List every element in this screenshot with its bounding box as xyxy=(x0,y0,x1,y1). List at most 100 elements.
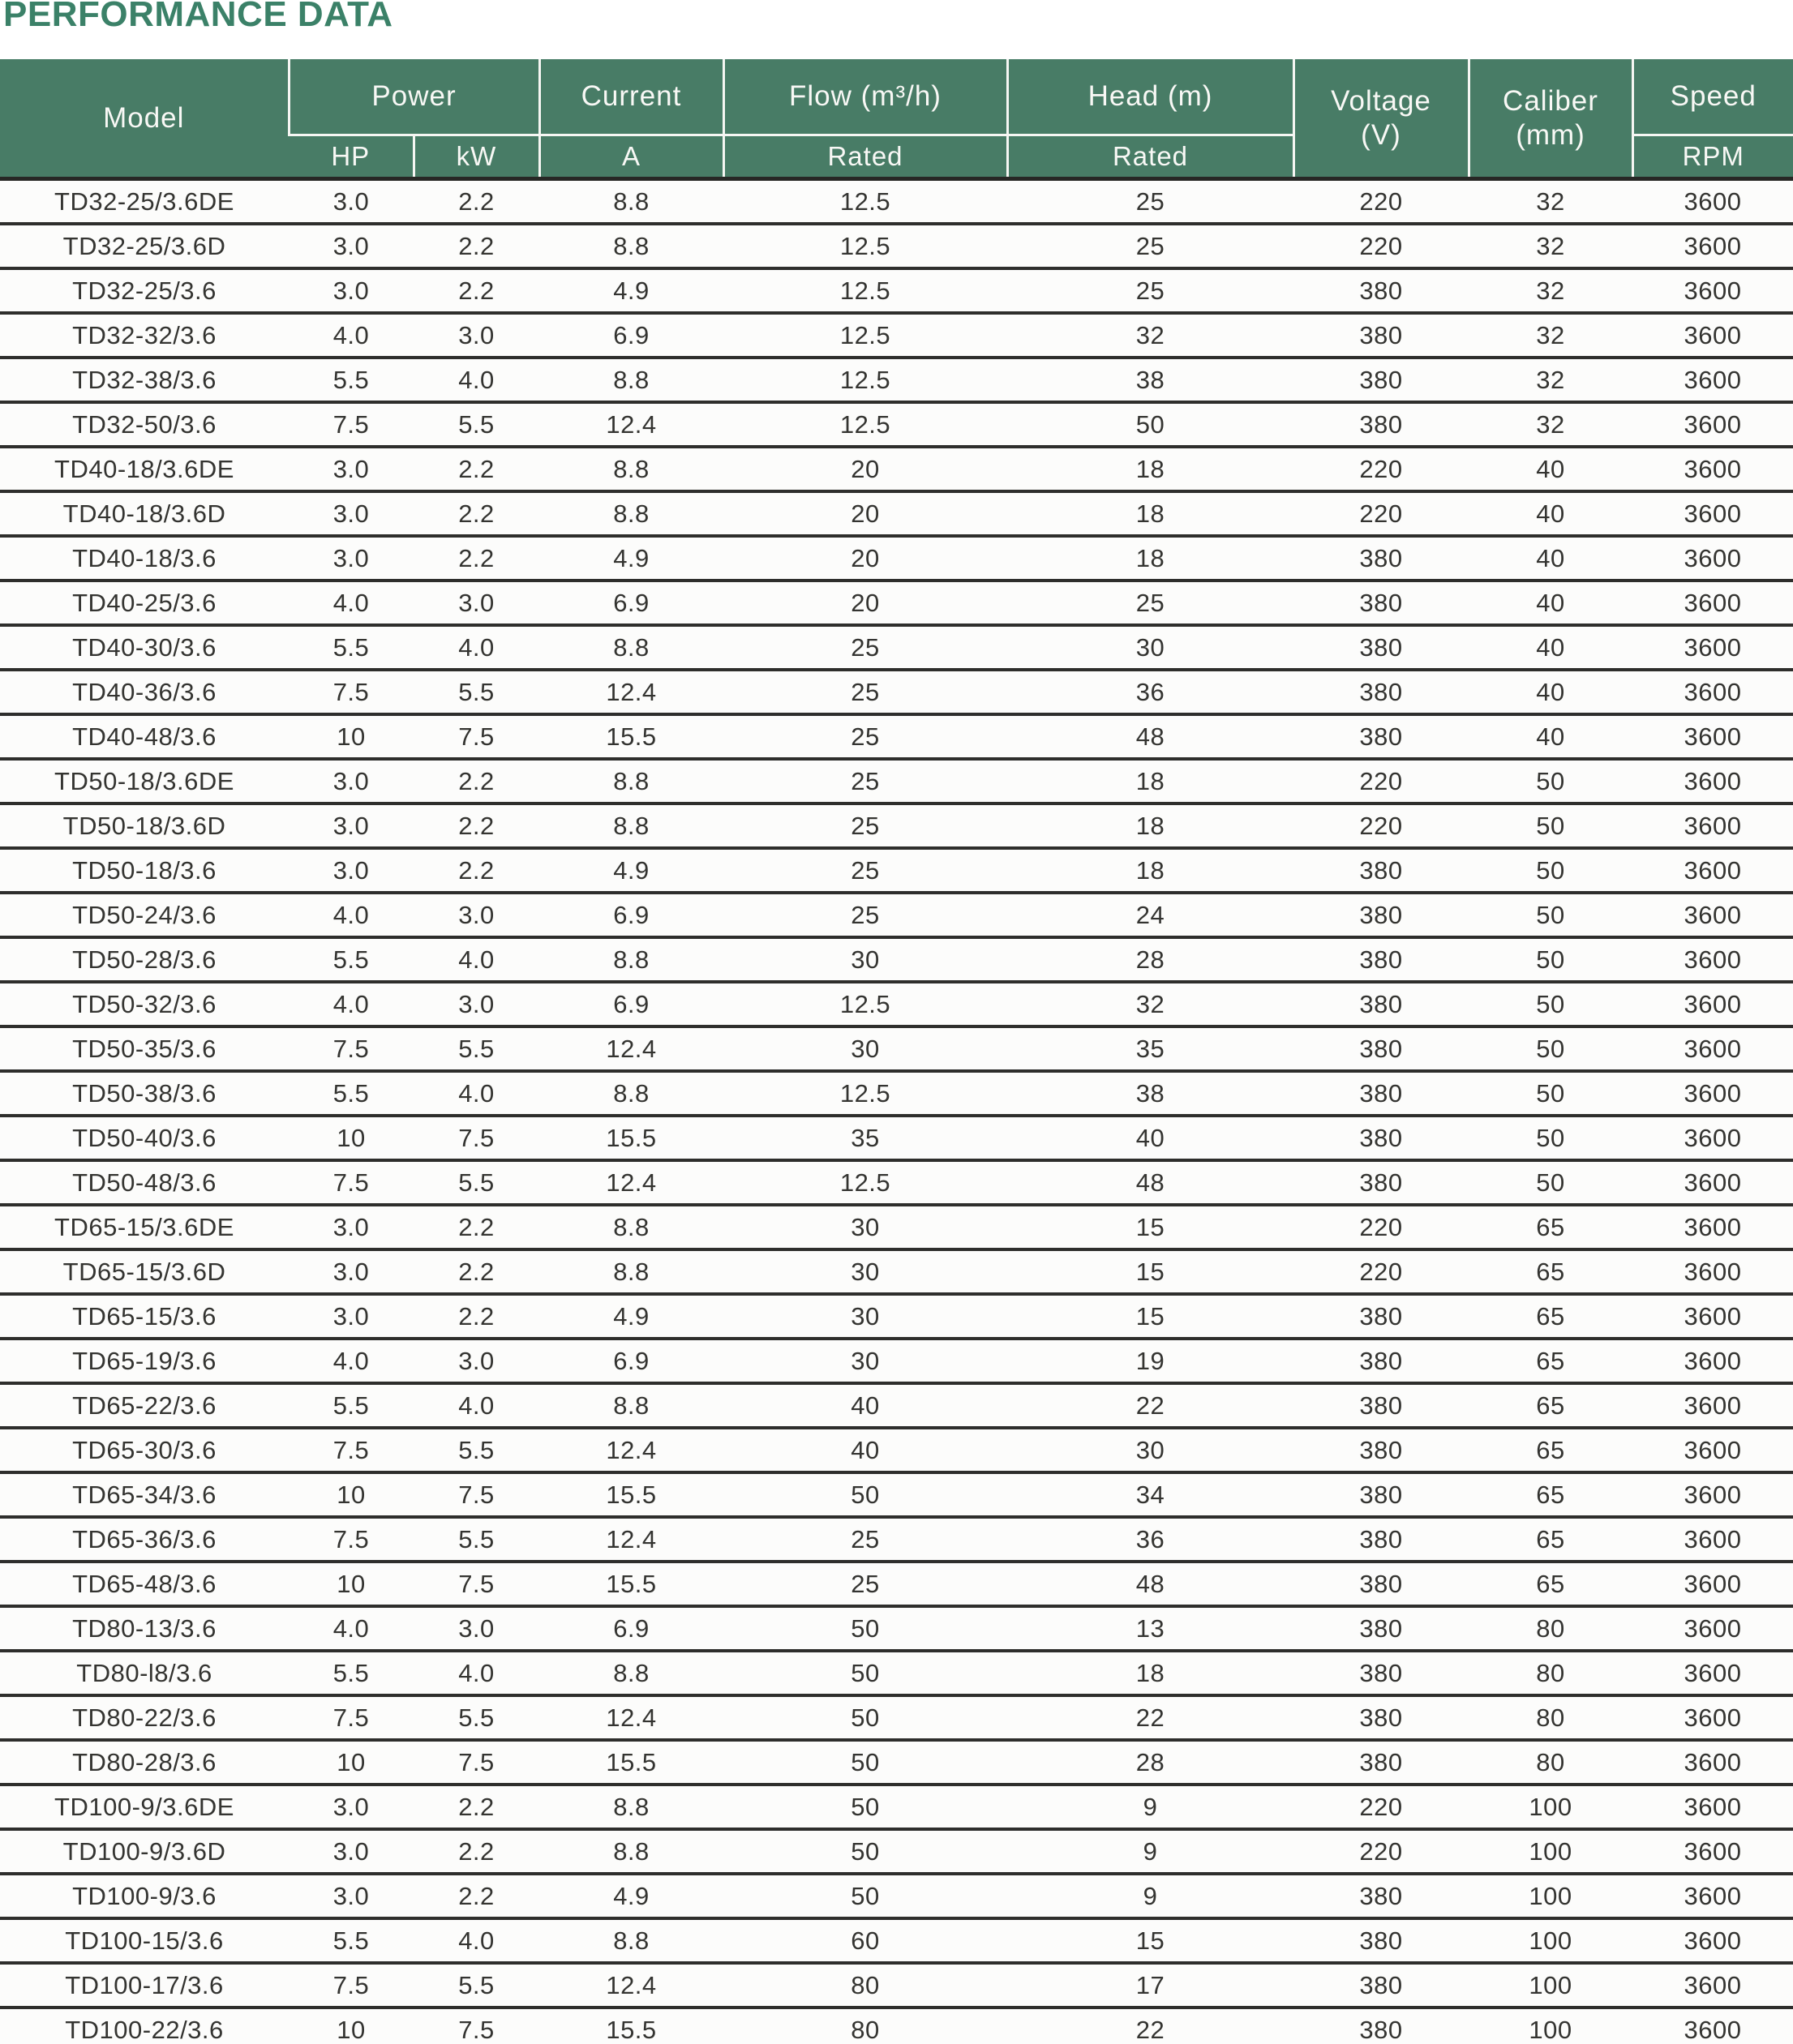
cell-caliber: 65 xyxy=(1469,1249,1632,1296)
table-row: TD32-38/3.6 5.5 4.0 8.8 12.5 38 380 32 3600 xyxy=(0,358,1793,404)
cell-head-rated: 40 xyxy=(1007,1116,1293,1162)
cell-current-a: 15.5 xyxy=(539,1562,723,1608)
cell-current-a: 4.9 xyxy=(539,848,723,894)
cell-power-hp: 10 xyxy=(289,1562,414,1608)
cell-model: TD50-18/3.6DE xyxy=(0,759,289,805)
cell-power-kw: 7.5 xyxy=(414,1740,539,1786)
cell-model: TD65-22/3.6 xyxy=(0,1383,289,1429)
cell-flow-rated: 35 xyxy=(723,1116,1007,1162)
table-row: TD100-9/3.6DE 3.0 2.2 8.8 50 9 220 100 3600 xyxy=(0,1785,1793,1831)
cell-power-kw: 3.0 xyxy=(414,1606,539,1652)
cell-voltage: 220 xyxy=(1293,224,1469,270)
cell-power-kw: 5.5 xyxy=(414,1428,539,1474)
cell-flow-rated: 12.5 xyxy=(723,178,1007,225)
cell-model: TD65-15/3.6D xyxy=(0,1249,289,1296)
cell-power-hp: 10 xyxy=(289,1472,414,1519)
cell-flow-rated: 25 xyxy=(723,625,1007,671)
cell-current-a: 6.9 xyxy=(539,893,723,939)
cell-power-hp: 5.5 xyxy=(289,625,414,671)
cell-speed-rpm: 3600 xyxy=(1632,1918,1793,1965)
col-header-voltage: Voltage (V) xyxy=(1292,59,1469,181)
table-row: TD65-15/3.6D 3.0 2.2 8.8 30 15 220 65 3600 xyxy=(0,1249,1793,1296)
cell-caliber: 40 xyxy=(1469,447,1632,493)
cell-head-rated: 15 xyxy=(1007,1918,1293,1965)
cell-current-a: 8.8 xyxy=(539,1205,723,1251)
cell-voltage: 380 xyxy=(1293,982,1469,1028)
cell-caliber: 100 xyxy=(1469,2008,1632,2044)
cell-current-a: 12.4 xyxy=(539,1963,723,2009)
cell-current-a: 8.8 xyxy=(539,803,723,850)
cell-voltage: 380 xyxy=(1293,1294,1469,1340)
cell-flow-rated: 25 xyxy=(723,759,1007,805)
cell-caliber: 65 xyxy=(1469,1428,1632,1474)
cell-head-rated: 36 xyxy=(1007,1517,1293,1563)
cell-flow-rated: 25 xyxy=(723,1517,1007,1563)
cell-flow-rated: 80 xyxy=(723,2008,1007,2044)
cell-speed-rpm: 3600 xyxy=(1632,1383,1793,1429)
cell-speed-rpm: 3600 xyxy=(1632,759,1793,805)
cell-power-hp: 3.0 xyxy=(289,1249,414,1296)
cell-power-hp: 5.5 xyxy=(289,1918,414,1965)
cell-caliber: 65 xyxy=(1469,1294,1632,1340)
cell-voltage: 380 xyxy=(1293,1963,1469,2009)
cell-power-kw: 2.2 xyxy=(414,268,539,315)
cell-flow-rated: 12.5 xyxy=(723,224,1007,270)
cell-power-kw: 2.2 xyxy=(414,1205,539,1251)
cell-voltage: 220 xyxy=(1293,447,1469,493)
cell-voltage: 380 xyxy=(1293,937,1469,983)
cell-speed-rpm: 3600 xyxy=(1632,358,1793,404)
cell-power-hp: 3.0 xyxy=(289,1829,414,1875)
cell-flow-rated: 30 xyxy=(723,1339,1007,1385)
cell-power-kw: 2.2 xyxy=(414,1829,539,1875)
cell-head-rated: 18 xyxy=(1007,447,1293,493)
cell-power-kw: 3.0 xyxy=(414,313,539,359)
cell-power-hp: 3.0 xyxy=(289,803,414,850)
cell-flow-rated: 25 xyxy=(723,670,1007,716)
cell-head-rated: 13 xyxy=(1007,1606,1293,1652)
cell-caliber: 32 xyxy=(1469,313,1632,359)
cell-flow-rated: 60 xyxy=(723,1918,1007,1965)
cell-voltage: 380 xyxy=(1293,1428,1469,1474)
cell-caliber: 100 xyxy=(1469,1918,1632,1965)
table-row: TD50-40/3.6 10 7.5 15.5 35 40 380 50 3600 xyxy=(0,1116,1793,1162)
cell-voltage: 380 xyxy=(1293,1383,1469,1429)
cell-current-a: 8.8 xyxy=(539,1249,723,1296)
cell-speed-rpm: 3600 xyxy=(1632,268,1793,315)
cell-caliber: 80 xyxy=(1469,1695,1632,1742)
cell-head-rated: 50 xyxy=(1007,402,1293,448)
col-header-current: Current xyxy=(538,59,723,136)
cell-model: TD32-25/3.6 xyxy=(0,268,289,315)
cell-voltage: 380 xyxy=(1293,1695,1469,1742)
cell-voltage: 380 xyxy=(1293,1918,1469,1965)
cell-flow-rated: 50 xyxy=(723,1695,1007,1742)
table-row: TD50-28/3.6 5.5 4.0 8.8 30 28 380 50 3600 xyxy=(0,937,1793,983)
cell-power-hp: 7.5 xyxy=(289,1963,414,2009)
cell-voltage: 220 xyxy=(1293,1785,1469,1831)
cell-speed-rpm: 3600 xyxy=(1632,982,1793,1028)
cell-head-rated: 9 xyxy=(1007,1785,1293,1831)
cell-flow-rated: 12.5 xyxy=(723,402,1007,448)
cell-voltage: 380 xyxy=(1293,1116,1469,1162)
cell-caliber: 65 xyxy=(1469,1339,1632,1385)
cell-current-a: 12.4 xyxy=(539,1428,723,1474)
cell-current-a: 6.9 xyxy=(539,982,723,1028)
cell-power-kw: 2.2 xyxy=(414,803,539,850)
cell-caliber: 50 xyxy=(1469,759,1632,805)
cell-head-rated: 15 xyxy=(1007,1205,1293,1251)
cell-power-hp: 4.0 xyxy=(289,1606,414,1652)
cell-model: TD50-18/3.6 xyxy=(0,848,289,894)
cell-current-a: 4.9 xyxy=(539,536,723,582)
table-row: TD80-l8/3.6 5.5 4.0 8.8 50 18 380 80 3600 xyxy=(0,1651,1793,1697)
cell-power-kw: 4.0 xyxy=(414,1651,539,1697)
cell-voltage: 380 xyxy=(1293,1160,1469,1206)
table-row: TD100-17/3.6 7.5 5.5 12.4 80 17 380 100 3600 xyxy=(0,1963,1793,2009)
cell-speed-rpm: 3600 xyxy=(1632,1026,1793,1073)
cell-power-hp: 7.5 xyxy=(289,1517,414,1563)
cell-model: TD50-28/3.6 xyxy=(0,937,289,983)
cell-head-rated: 19 xyxy=(1007,1339,1293,1385)
cell-current-a: 8.8 xyxy=(539,759,723,805)
cell-power-hp: 10 xyxy=(289,1740,414,1786)
cell-model: TD40-30/3.6 xyxy=(0,625,289,671)
cell-current-a: 15.5 xyxy=(539,714,723,761)
